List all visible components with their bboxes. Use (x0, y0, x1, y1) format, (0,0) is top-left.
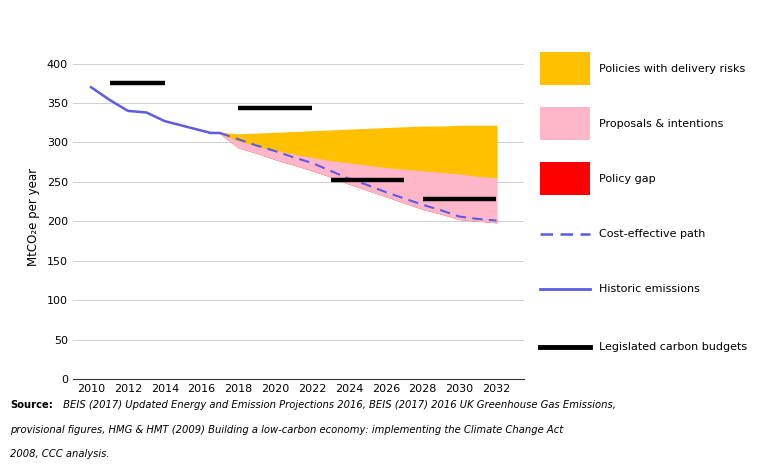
Text: Legislated carbon budgets: Legislated carbon budgets (599, 342, 747, 352)
Bar (540, 162, 590, 195)
Y-axis label: MtCO₂e per year: MtCO₂e per year (27, 168, 40, 266)
Text: Cost-effective path: Cost-effective path (599, 228, 705, 239)
Text: provisional figures, HMG & HMT (2009) Building a low-carbon economy: implementin: provisional figures, HMG & HMT (2009) Bu… (10, 425, 563, 435)
Text: Figure 1.: Figure 1. (10, 23, 73, 36)
Text: Source:: Source: (10, 400, 53, 410)
Text: Policy gap: Policy gap (599, 174, 656, 183)
Text: BEIS (2017) Updated Energy and Emission Projections 2016, BEIS (2017) 2016 UK Gr: BEIS (2017) Updated Energy and Emission … (60, 400, 616, 410)
Text: Historic emissions: Historic emissions (599, 284, 699, 293)
Text: 2008, CCC analysis.: 2008, CCC analysis. (10, 449, 109, 460)
Text: Policies with delivery risks: Policies with delivery risks (599, 64, 745, 73)
Bar (540, 52, 590, 85)
Text: Proposals & intentions: Proposals & intentions (599, 118, 723, 129)
Bar (540, 108, 590, 140)
Text: Remaining gaps to the fourth and fifth carbon budgets (non-traded sector): Remaining gaps to the fourth and fifth c… (25, 23, 497, 36)
